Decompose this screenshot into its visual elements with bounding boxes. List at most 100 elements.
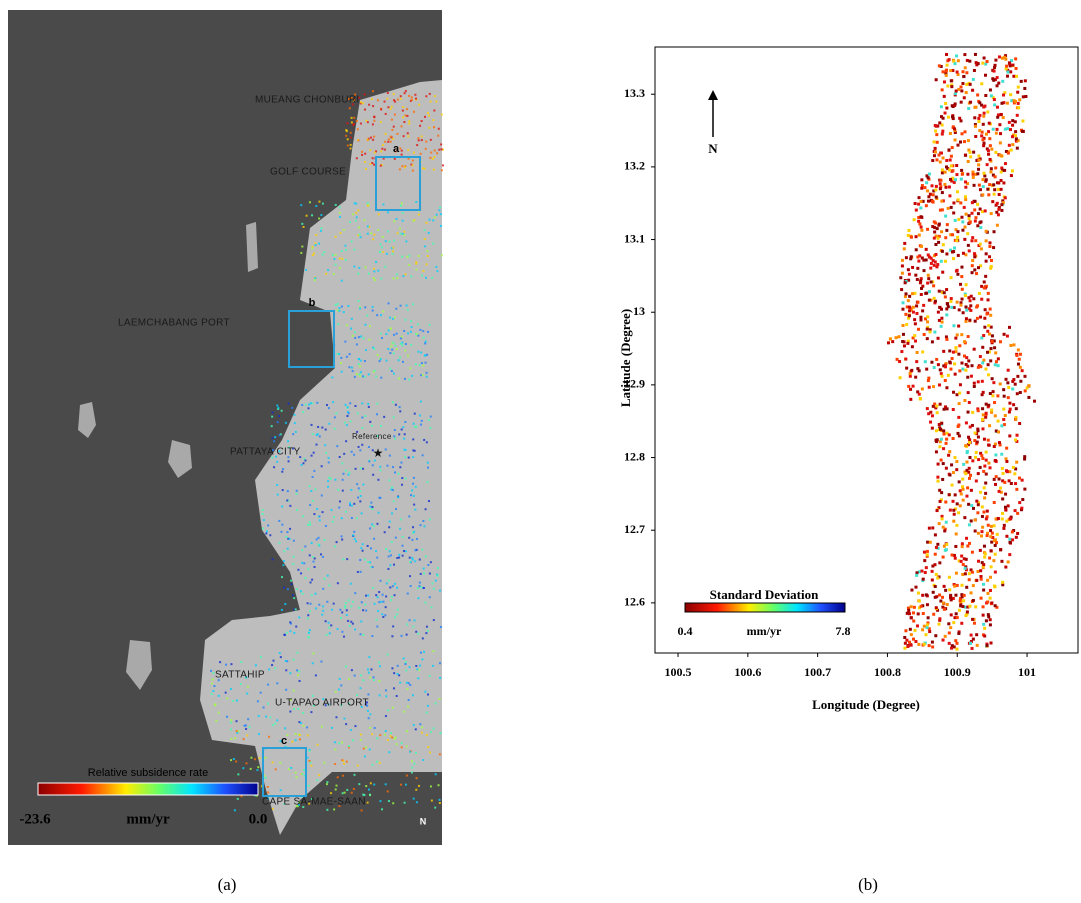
point: [989, 159, 993, 163]
point: [944, 102, 948, 106]
point: [361, 443, 364, 446]
point: [957, 434, 961, 438]
point: [380, 150, 383, 153]
point: [369, 162, 372, 165]
point: [928, 540, 932, 544]
point: [958, 391, 962, 395]
point: [921, 284, 925, 288]
point: [939, 599, 943, 603]
point: [336, 352, 339, 355]
point: [964, 153, 968, 157]
point: [425, 441, 428, 444]
point: [961, 487, 965, 491]
point: [376, 413, 379, 416]
point: [951, 69, 955, 73]
point: [1011, 538, 1015, 542]
point: [957, 511, 961, 515]
point: [919, 200, 923, 204]
point: [407, 332, 410, 335]
point: [950, 646, 954, 650]
point: [1016, 85, 1020, 89]
point: [344, 665, 347, 668]
point: [380, 314, 383, 317]
point: [919, 292, 923, 296]
point: [976, 427, 980, 431]
point: [340, 535, 343, 538]
point: [424, 115, 427, 118]
point: [922, 303, 926, 307]
point: [400, 153, 403, 156]
point: [391, 736, 394, 739]
point: [271, 724, 274, 727]
point: [935, 411, 939, 415]
point: [1008, 553, 1012, 557]
point: [333, 545, 336, 548]
point: [387, 140, 390, 143]
point: [330, 624, 333, 627]
point: [979, 490, 983, 494]
point: [903, 646, 907, 650]
point: [411, 538, 414, 541]
point: [264, 756, 267, 759]
point: [921, 628, 925, 632]
point: [378, 665, 381, 668]
point: [909, 257, 913, 261]
point: [436, 573, 439, 576]
point: [986, 149, 990, 153]
point: [425, 371, 428, 374]
point: [384, 240, 387, 243]
point: [952, 583, 956, 587]
point: [397, 359, 400, 362]
point: [954, 593, 958, 597]
point: [934, 234, 938, 238]
point: [386, 464, 389, 467]
point: [950, 146, 954, 150]
point: [952, 519, 956, 523]
point: [371, 90, 374, 93]
point: [976, 570, 980, 574]
point: [363, 755, 366, 758]
point: [382, 615, 385, 618]
point: [441, 148, 444, 151]
point: [281, 470, 284, 473]
point: [401, 165, 404, 168]
point: [311, 662, 314, 665]
point: [995, 532, 999, 536]
point: [987, 152, 991, 156]
point: [965, 356, 969, 360]
point: [293, 422, 296, 425]
point: [336, 309, 339, 312]
point: [438, 798, 441, 801]
point: [389, 735, 392, 738]
point: [976, 304, 980, 308]
point: [281, 489, 284, 492]
point: [392, 250, 395, 253]
point: [900, 258, 904, 262]
point: [938, 187, 942, 191]
point: [954, 336, 958, 340]
point: [417, 677, 420, 680]
point: [937, 318, 941, 322]
point: [415, 548, 418, 551]
point: [362, 337, 365, 340]
point: [429, 561, 432, 564]
point: [400, 742, 403, 745]
point: [403, 710, 406, 713]
point: [419, 524, 422, 527]
point: [1008, 407, 1012, 411]
point: [396, 232, 399, 235]
point: [262, 706, 265, 709]
point: [344, 606, 347, 609]
point: [309, 602, 312, 605]
point: [966, 172, 970, 176]
point: [369, 793, 372, 796]
point: [394, 100, 397, 103]
point: [299, 590, 302, 593]
point: [383, 148, 386, 151]
point: [927, 195, 931, 199]
point: [983, 555, 987, 559]
point: [406, 255, 409, 258]
point: [310, 490, 313, 493]
point: [963, 516, 967, 520]
point: [964, 253, 968, 257]
